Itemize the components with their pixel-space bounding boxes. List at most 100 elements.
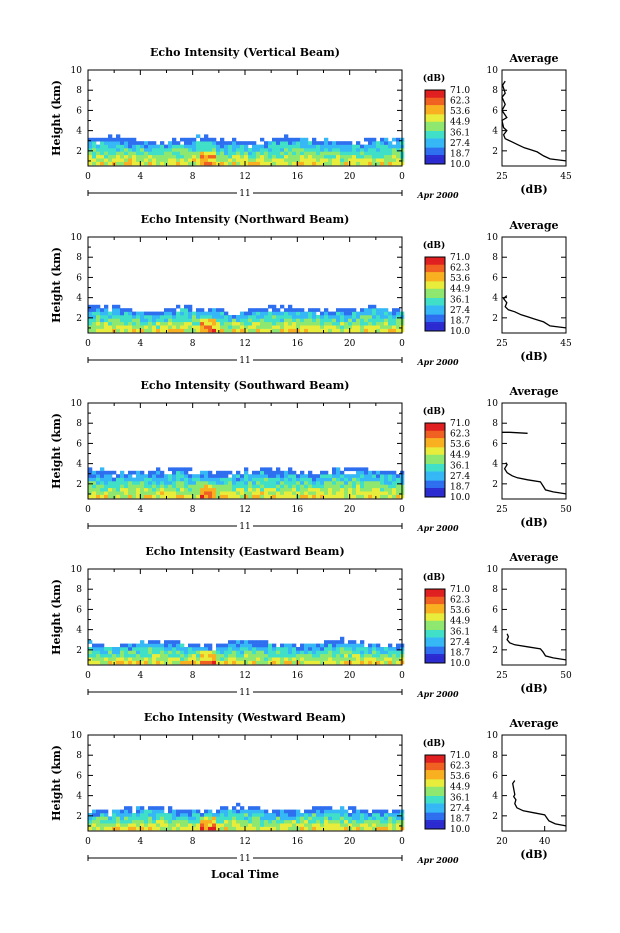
heatmap-cell [352,657,357,661]
avg-y-tick-label: 8 [492,86,498,96]
heatmap-cell [344,660,349,665]
heatmap-cell [240,646,245,651]
heatmap-cell [252,470,257,475]
heatmap-cell [320,161,325,166]
heatmap-cell [348,467,353,472]
heatmap-cell [140,477,145,482]
heatmap-cell [108,494,113,499]
heatmap-cell [188,494,193,499]
heatmap-cell [324,826,329,831]
heatmap-cell [380,823,385,827]
heatmap-cell [248,650,253,655]
heatmap-cell [284,646,289,651]
heatmap-cell [328,321,333,326]
heatmap-cell [280,653,285,658]
heatmap-cell [144,643,149,648]
heatmap-cell [240,653,245,658]
heatmap-cell [180,470,185,475]
heatmap-cell [136,826,141,831]
heatmap-cell [92,819,97,824]
heatmap-cell [168,311,173,316]
heatmap-cell [296,137,301,142]
heatmap-cell [184,480,189,485]
heatmap-cell [252,809,257,814]
heatmap-cell [92,487,97,492]
heatmap-cell [124,161,129,166]
heatmap-cell [152,477,157,482]
heatmap-cell [164,158,169,162]
heatmap-cell [340,474,345,478]
heatmap-cell [148,653,153,658]
heatmap-cell [88,491,93,495]
heatmap-cell [324,819,329,824]
date-label-bg [237,187,253,199]
heatmap-cell [272,311,277,316]
y-tick-label: 8 [76,585,82,595]
colorbar-segment [425,112,445,115]
heatmap-cell [192,650,197,655]
heatmap-cell [112,646,117,651]
heatmap-cell [308,484,313,489]
heatmap-cell [180,325,185,329]
heatmap-cell [296,147,301,152]
heatmap-cell [364,812,369,817]
heatmap-cell [100,653,105,658]
heatmap-cell [308,643,313,648]
heatmap-cell [168,161,173,166]
heatmap-cell [340,141,345,145]
heatmap-cell [136,158,141,162]
heatmap-cell [116,653,121,658]
heatmap-cell [392,474,397,478]
heatmap-cell [260,487,265,492]
heatmap-cell [372,809,377,814]
heatmap-cell [88,304,93,309]
colorbar-segment [425,755,445,758]
heatmap-cell [328,819,333,824]
heatmap-cell [360,646,365,651]
heatmap-cell [324,477,329,482]
heatmap-cell [192,809,197,814]
heatmap-cell [108,470,113,475]
heatmap-cell [352,809,357,814]
heatmap-cell [272,321,277,326]
panel-1: Echo Intensity (Northward Beam)246810Hei… [50,213,572,367]
heatmap-cell [216,141,221,145]
heatmap-cell [128,650,133,655]
heatmap-cell [92,491,97,495]
heatmap-cell [192,144,197,149]
heatmap-cell [264,161,269,166]
heatmap-cell [96,812,101,817]
heatmap-cell [240,318,245,323]
heatmap-cell [140,480,145,485]
heatmap-cell [92,812,97,817]
heatmap-cell [124,477,129,482]
heatmap-cell [236,154,241,159]
heatmap-cell [384,653,389,658]
heatmap-cell [248,161,253,166]
heatmap-cell [116,308,121,312]
heatmap-cell [220,137,225,142]
heatmap-cell [140,491,145,495]
heatmap-cell [224,477,229,482]
heatmap-cell [184,484,189,489]
heatmap-cell [272,494,277,499]
heatmap-cell [200,646,205,651]
heatmap-cell [316,154,321,159]
heatmap-cell [380,308,385,312]
heatmap-cell [104,137,109,142]
heatmap-cell [276,646,281,651]
heatmap-cell [232,158,237,162]
heatmap-cell [260,646,265,651]
colorbar-segment [425,262,445,265]
heatmap-cell [116,158,121,162]
heatmap-cell [92,311,97,316]
heatmap-cell [248,487,253,492]
heatmap-cell [368,816,373,821]
heatmap-cell [324,141,329,145]
heatmap-cell [292,308,297,312]
heatmap-cell [236,660,241,665]
heatmap-cell [200,812,205,817]
heatmap-cell [124,646,129,651]
heatmap-cell [208,321,213,326]
heatmap-cell [300,816,305,821]
